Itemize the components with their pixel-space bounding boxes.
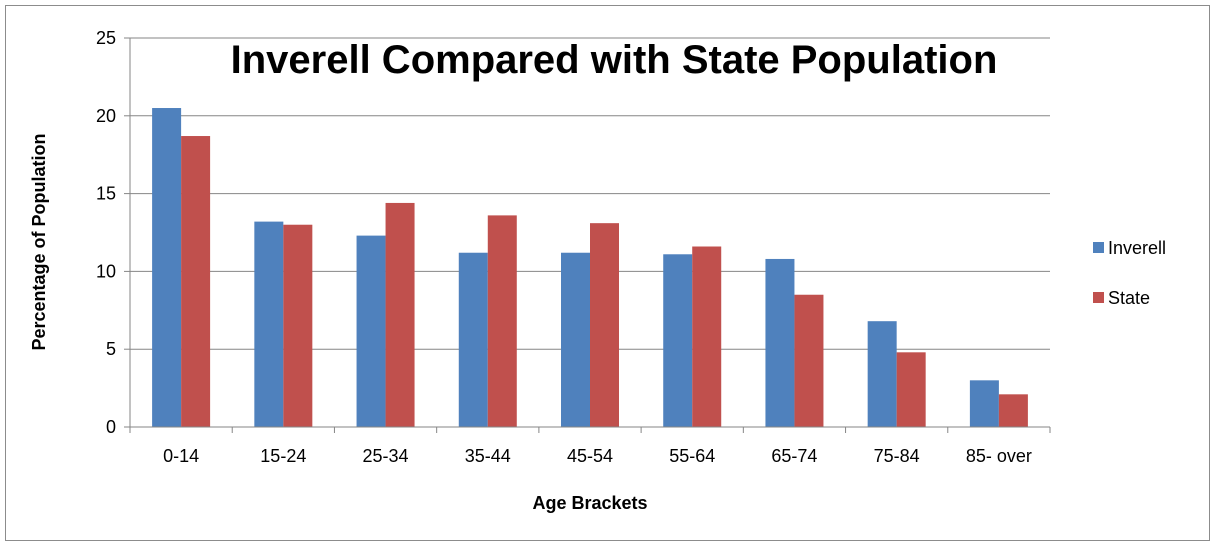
legend-swatch-inverell — [1093, 242, 1104, 253]
bar-inverell-15-24 — [254, 221, 284, 427]
x-tick-label: 25-34 — [363, 446, 409, 466]
x-axis-ticks: 0-14 15-24 25-34 35-44 45-54 55-64 65-74 75-84 8… — [129, 427, 1051, 466]
bar-inverell-55-64 — [663, 254, 693, 427]
x-tick-label: 75-84 — [874, 446, 920, 466]
y-tick-label: 10 — [96, 261, 116, 281]
bar-state-0-14 — [181, 136, 211, 427]
bar-state-35-44 — [487, 215, 517, 427]
x-tick-label: 45-54 — [567, 446, 613, 466]
x-tick-label: 0-14 — [163, 446, 199, 466]
x-tick-label: 65-74 — [771, 446, 817, 466]
bar-inverell-75-84 — [867, 321, 897, 427]
bar-state-75-84 — [896, 352, 926, 427]
bars — [152, 108, 1028, 428]
bar-state-85-over — [998, 394, 1028, 427]
legend: Inverell State — [1093, 238, 1166, 308]
x-tick-label: 85- over — [966, 446, 1032, 466]
y-axis-ticks: 0 5 10 15 20 25 — [96, 28, 130, 437]
x-tick-label: 35-44 — [465, 446, 511, 466]
y-tick-label: 25 — [96, 28, 116, 48]
axes — [129, 38, 1050, 428]
y-tick-label: 0 — [106, 417, 116, 437]
y-axis-title: Percentage of Population — [29, 133, 49, 350]
bar-state-55-64 — [692, 246, 722, 427]
bar-state-15-24 — [283, 224, 313, 427]
x-tick-label: 55-64 — [669, 446, 715, 466]
legend-label-state: State — [1108, 288, 1150, 308]
bar-inverell-45-54 — [561, 252, 590, 427]
y-tick-label: 15 — [96, 184, 116, 204]
legend-label-inverell: Inverell — [1108, 238, 1166, 258]
x-tick-label: 15-24 — [260, 446, 306, 466]
legend-swatch-state — [1093, 292, 1104, 303]
bar-inverell-25-34 — [356, 235, 386, 427]
bar-inverell-35-44 — [458, 252, 488, 427]
x-axis-title: Age Brackets — [532, 493, 647, 513]
bar-inverell-0-14 — [152, 108, 182, 428]
bar-state-45-54 — [590, 223, 619, 427]
y-tick-label: 20 — [96, 106, 116, 126]
y-tick-label: 5 — [106, 339, 116, 359]
bar-state-25-34 — [385, 202, 415, 427]
chart-title: Inverell Compared with State Population — [231, 38, 998, 82]
bar-inverell-85-over — [969, 380, 999, 427]
bar-state-65-74 — [794, 294, 824, 427]
bar-inverell-65-74 — [765, 258, 795, 427]
